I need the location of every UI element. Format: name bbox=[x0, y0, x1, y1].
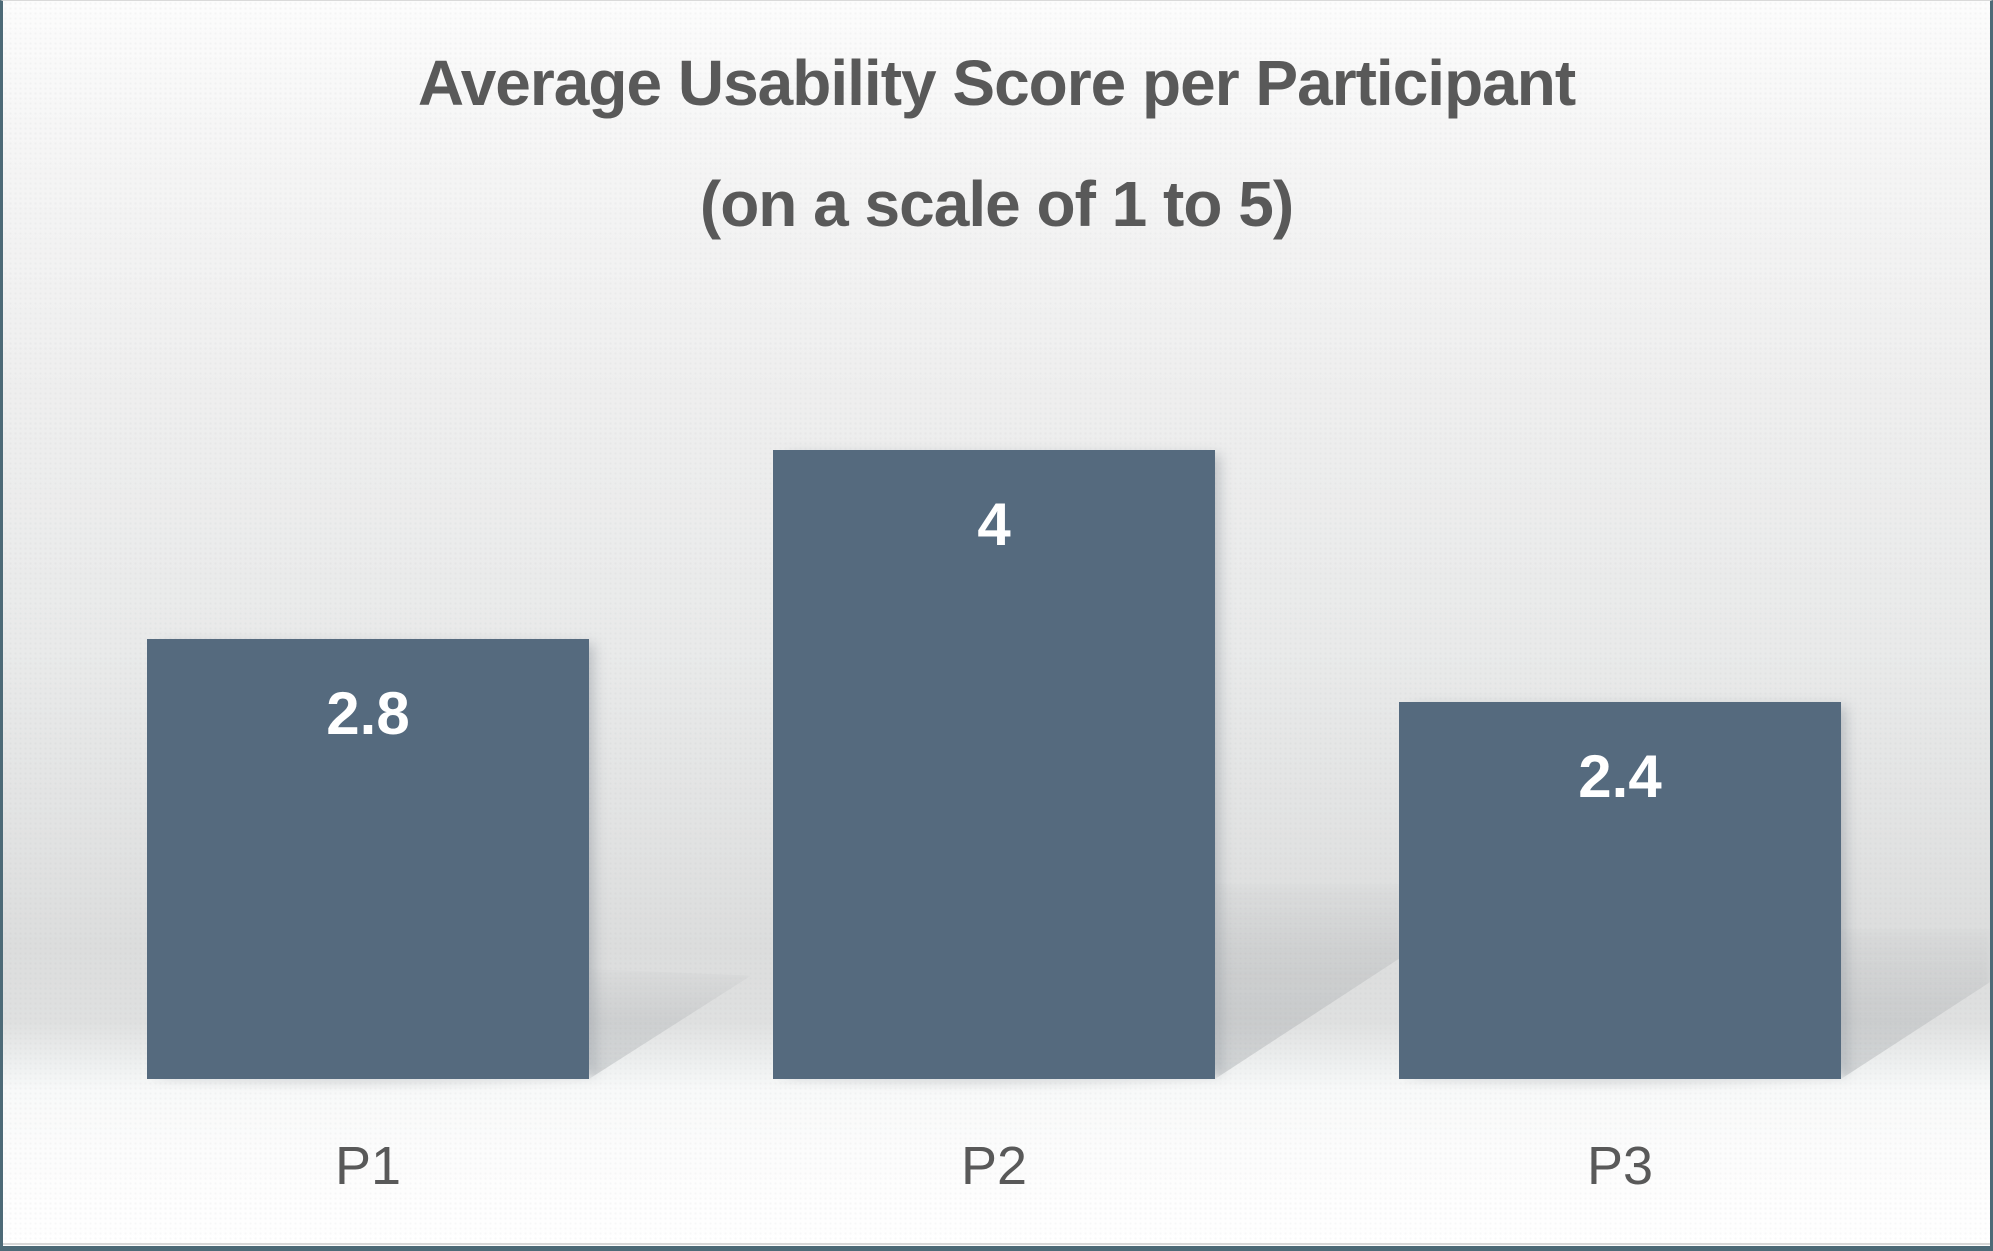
bar-p1: 2.8 bbox=[147, 639, 589, 1079]
bar-value-label-p1: 2.8 bbox=[326, 680, 410, 747]
bar-value-label-p3: 2.4 bbox=[1578, 743, 1662, 810]
bar-group-p1: 2.8 P1 bbox=[147, 639, 751, 1196]
category-label-p1: P1 bbox=[334, 1136, 402, 1196]
bar-floor-shadow-p3 bbox=[1841, 929, 1990, 1079]
bar-floor-shadow-p2 bbox=[1215, 884, 1403, 1079]
category-label-p2: P2 bbox=[960, 1136, 1028, 1196]
chart-title: Average Usability Score per Participant bbox=[417, 47, 1576, 119]
bar-p3: 2.4 bbox=[1399, 702, 1841, 1079]
bar-group-p3: 2.4 P3 bbox=[1399, 702, 1990, 1196]
bar-floor-shadow-p1 bbox=[589, 969, 751, 1079]
bar-group-p2: 4 P2 bbox=[773, 450, 1403, 1196]
chart-subtitle: (on a scale of 1 to 5) bbox=[699, 168, 1294, 240]
bar-value-label-p2: 4 bbox=[977, 491, 1011, 558]
chart-title-block: Average Usability Score per Participant … bbox=[3, 23, 1990, 265]
bar-chart-plot-area: 2.8 P1 4 P2 2.4 P3 bbox=[147, 450, 1990, 1196]
category-label-p3: P3 bbox=[1586, 1136, 1654, 1196]
bottom-edge-line bbox=[3, 1243, 1990, 1245]
bar-p2: 4 bbox=[773, 450, 1215, 1079]
